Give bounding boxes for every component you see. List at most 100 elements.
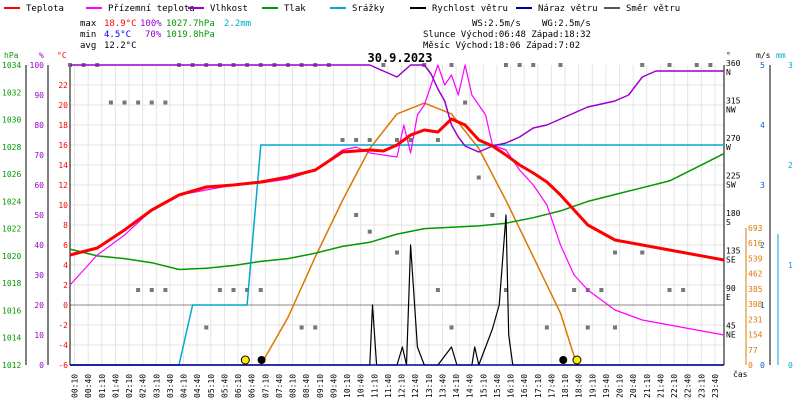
stat-hum-min: 70% [145,30,162,40]
wind-direction-point [395,250,399,255]
stat-sun: Slunce Východ:06:48 Západ:18:32 [423,30,591,40]
x-tick-label: 18:40 [575,374,584,398]
hpa-tick-label: 1024 [2,197,21,206]
hum-tick-label: 70 [34,151,44,160]
rain-tick-label: 3 [788,61,793,70]
dir-tick-name: N [726,68,731,77]
wind-direction-point [136,288,141,292]
temp-tick-label: 14 [58,161,68,170]
stat-temp-max: 18.9°C [104,19,137,29]
axes: 00:10 00:40 01:10 01:40 02:10 02:40 03:10 03:40… [2,51,793,398]
x-tick-label: 16:10 [507,374,516,398]
x-tick-label: 04:40 [193,374,202,398]
hpa-tick-label: 1016 [2,306,21,315]
legend-label: Teplota [26,4,64,14]
wind-direction-point [694,63,699,67]
legend-label: Rychlost větru [432,4,508,14]
wind-direction-point [108,100,113,105]
wind-tick-label: 1 [760,301,765,310]
wind-direction-point [149,288,154,292]
hpa-tick-label: 1018 [2,279,21,288]
temp-tick-label: -6 [58,361,68,370]
dir-tick-name: NE [726,331,736,340]
wind-direction-point [217,288,222,292]
x-tick-label: 11:10 [370,374,379,398]
x-tick-label: 08:40 [302,374,311,398]
hum-tick-label: 100 [30,61,45,70]
wind-tick-label: 5 [760,61,765,70]
dir-tick-label: 90 [726,284,736,293]
series-rychlost-v-tru [70,214,724,366]
x-tick-label: 22:10 [670,374,679,398]
wind-direction-point [340,138,345,142]
x-tick-label: 23:40 [711,374,720,398]
x-tick-label: 01:40 [111,374,120,398]
wind-direction-point [640,63,645,67]
wind-direction-point [544,325,549,330]
legend-label: Vlhkost [210,4,248,14]
hum-tick-label: 0 [39,361,44,370]
hpa-tick-label: 1032 [2,88,21,97]
temp-tick-label: 22 [58,81,68,90]
hum-tick-label: 60 [34,181,44,190]
x-tick-label: 13:40 [438,374,447,398]
dir-tick-label: 45 [726,322,736,331]
wind-direction-point [449,63,454,67]
stat-label-min: min [80,30,96,40]
solar-tick-label: 0 [748,361,753,370]
wind-direction-point [585,325,590,330]
rain-tick-label: 1 [788,261,793,270]
stats: max 18.9°C 100% 1027.7hPa 2.2mm min 4.5°… [80,19,591,51]
wind-direction-point [258,288,263,292]
legend-label: Srážky [352,4,385,14]
x-tick-label: 21:10 [643,374,652,398]
series-teplota [69,117,725,262]
wind-direction-point [136,100,141,105]
rain-tick-label: 2 [788,161,793,170]
rain-unit: mm [776,51,786,60]
stat-moon: Měsíc Východ:18:06 Západ:7:02 [423,41,580,51]
wind-tick-label: 3 [760,181,765,190]
x-tick-label: 19:40 [602,374,611,398]
sunrise-marker [240,355,250,365]
hum-tick-label: 10 [34,331,44,340]
x-tick-label: 02:10 [125,374,134,398]
hum-tick-label: 30 [34,271,44,280]
wind-tick-label: 2 [760,241,765,250]
x-tick-label: 06:40 [248,374,257,398]
series-vlhkost [70,64,724,153]
stat-wg: WG:2.5m/s [542,19,591,29]
plot-area [68,63,725,366]
x-tick-label: 19:10 [588,374,597,398]
x-tick-label: 14:40 [466,374,475,398]
x-tick-label: 15:10 [479,374,488,398]
dir-unit: ° [726,51,731,60]
wind-tick-label: 0 [760,361,765,370]
wind-direction-point [681,288,686,292]
temp-tick-label: 20 [58,101,68,110]
wind-direction-point [163,288,168,292]
x-tick-label: 09:40 [329,374,338,398]
x-tick-label: 06:10 [234,374,243,398]
stat-press-max: 1027.7hPa [166,19,215,29]
chart-title: 30.9.2023 [367,51,432,65]
stat-hum-max: 100% [140,19,162,29]
temp-tick-label: 8 [63,221,68,230]
wind-direction-point [504,63,508,67]
temp-tick-label: 4 [63,261,68,270]
dir-tick-name: W [726,143,731,152]
hum-tick-label: 20 [34,301,44,310]
wind-direction-point [313,325,318,330]
wind-direction-point [708,63,713,67]
stat-label-avg: avg [80,41,96,51]
x-tick-label: 12:40 [411,374,420,398]
solar-tick-label: 616 [748,239,763,248]
x-tick-label: 05:40 [220,374,229,398]
x-axis-label: čas [733,369,748,379]
legend: Teplota Přízemní teplota Vlhkost Tlak Srážky… [4,4,680,14]
dir-tick-label: 270 [726,134,741,143]
x-tick-label: 18:10 [561,374,570,398]
x-tick-label: 13:10 [425,374,434,398]
wind-direction-point [599,288,604,292]
